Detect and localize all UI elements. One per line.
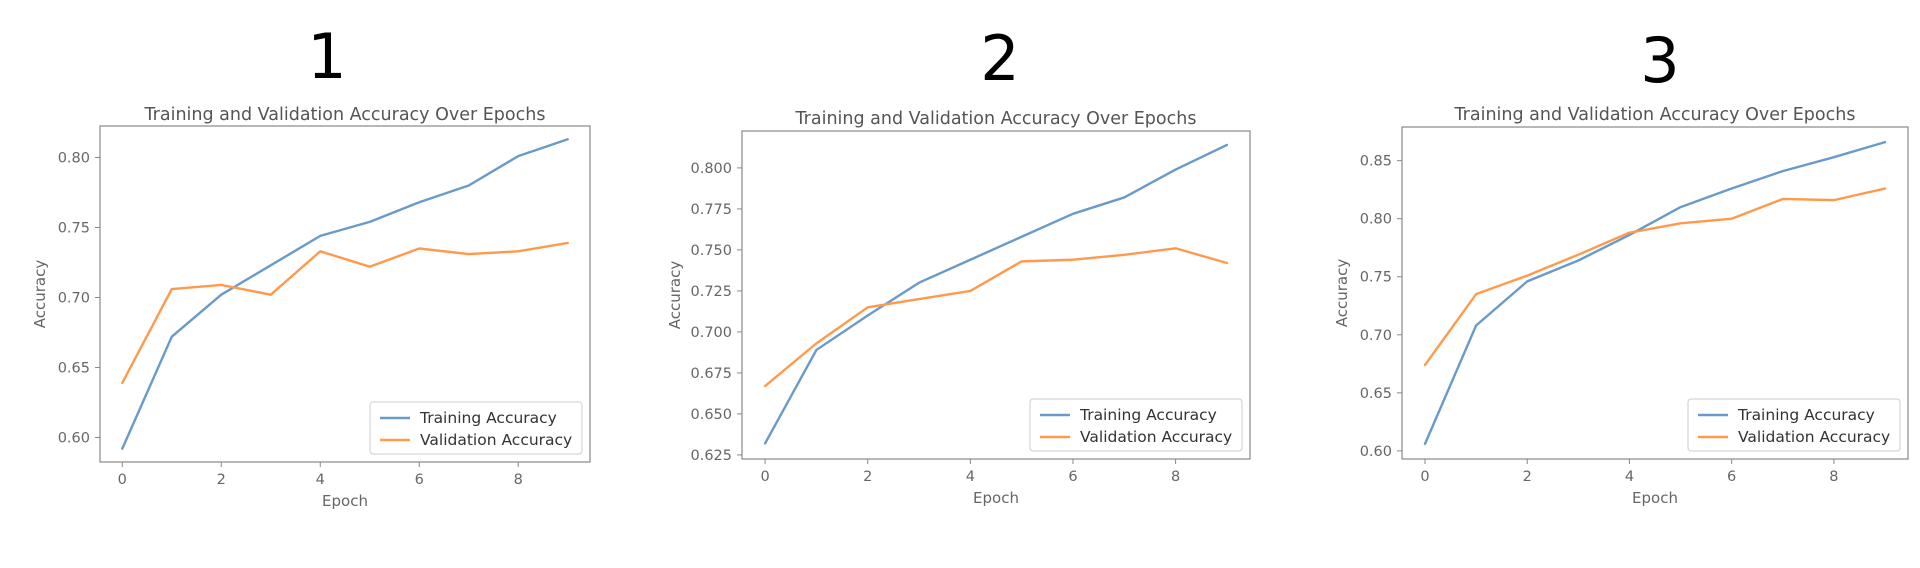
chart-panel-3: 3 Training and Validation Accuracy Over E…: [1333, 24, 1909, 507]
chart-title: Training and Validation Accuracy Over Ep…: [1454, 105, 1856, 125]
x-axis-label: Epoch: [322, 492, 368, 510]
x-axis-label: Epoch: [973, 489, 1019, 507]
y-tick-label: 0.60: [1360, 444, 1392, 460]
series-line-training: [121, 138, 569, 450]
legend-box: [1029, 398, 1243, 452]
legend-box: [369, 401, 583, 455]
y-axis-label: Accuracy: [31, 260, 49, 329]
x-tick-label: 6: [1068, 469, 1077, 485]
x-tick-label: 0: [118, 472, 127, 488]
panel-number-label: 1: [307, 20, 346, 93]
x-tick-label: 6: [1727, 469, 1736, 485]
y-tick-label: 0.800: [690, 161, 732, 177]
x-tick-label: 2: [1523, 469, 1532, 485]
chart-panel-2: 2 Training and Validation Accuracy Over E…: [666, 22, 1251, 507]
x-tick-label: 8: [514, 472, 523, 488]
y-tick-label: 0.75: [1360, 270, 1392, 286]
legend-label: Training Accuracy: [1737, 406, 1875, 424]
y-tick-label: 0.60: [58, 431, 90, 447]
x-tick-label: 4: [1625, 469, 1634, 485]
chart-title: Training and Validation Accuracy Over Ep…: [144, 105, 546, 125]
legend-box: [1687, 398, 1901, 452]
plot-frame: [1401, 126, 1909, 460]
panel-number-label: 3: [1640, 24, 1679, 97]
y-tick-label: 0.750: [690, 243, 732, 259]
x-tick-label: 8: [1829, 469, 1838, 485]
y-tick-label: 0.65: [1360, 386, 1392, 402]
y-tick-label: 0.675: [690, 366, 732, 382]
legend-label: Training Accuracy: [1079, 406, 1217, 424]
legend-label: Validation Accuracy: [1080, 428, 1232, 446]
panel-number-label: 2: [980, 22, 1019, 95]
legend-label: Validation Accuracy: [1738, 428, 1890, 446]
y-tick-label: 0.70: [58, 291, 90, 307]
series-line-training: [1423, 140, 1887, 446]
x-tick-label: 8: [1171, 469, 1180, 485]
y-axis-label: Accuracy: [1333, 259, 1351, 328]
chart-title: Training and Validation Accuracy Over Ep…: [795, 109, 1197, 129]
series-line-training: [763, 143, 1229, 445]
x-axis-label: Epoch: [1632, 489, 1678, 507]
y-tick-label: 0.85: [1360, 154, 1392, 170]
x-tick-label: 4: [316, 472, 325, 488]
y-tick-label: 0.775: [690, 202, 732, 218]
series-line-validation: [763, 247, 1229, 388]
chart-panel-1: 1 Training and Validation Accuracy Over E…: [31, 20, 591, 510]
plot-frame: [741, 130, 1251, 460]
series-line-validation: [121, 241, 569, 385]
y-axis-label: Accuracy: [666, 261, 684, 330]
series-line-validation: [1423, 187, 1887, 367]
x-tick-label: 2: [863, 469, 872, 485]
y-tick-label: 0.650: [690, 407, 732, 423]
plot-frame: [99, 125, 591, 463]
x-tick-label: 0: [1420, 469, 1429, 485]
y-tick-label: 0.70: [1360, 328, 1392, 344]
y-tick-label: 0.625: [690, 448, 732, 464]
y-tick-label: 0.725: [690, 284, 732, 300]
y-tick-label: 0.80: [58, 151, 90, 167]
legend-label: Validation Accuracy: [420, 431, 572, 449]
y-tick-label: 0.80: [1360, 212, 1392, 228]
y-tick-label: 0.65: [58, 361, 90, 377]
x-tick-label: 0: [760, 469, 769, 485]
x-tick-label: 6: [415, 472, 424, 488]
y-tick-label: 0.75: [58, 221, 90, 237]
x-tick-label: 4: [966, 469, 975, 485]
legend-label: Training Accuracy: [419, 409, 557, 427]
x-tick-label: 2: [217, 472, 226, 488]
y-tick-label: 0.700: [690, 325, 732, 341]
